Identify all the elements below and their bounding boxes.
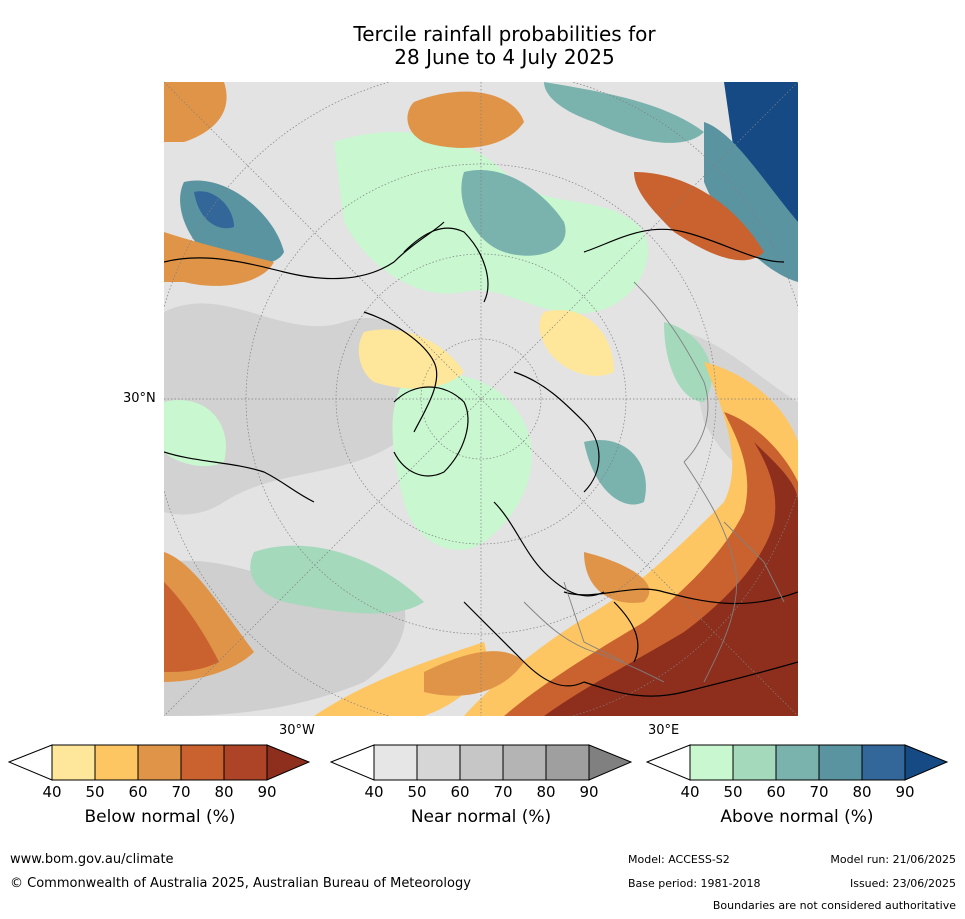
- colorbar-above-tick: 40: [680, 783, 700, 801]
- footer-base-period: Base period: 1981-2018: [628, 877, 761, 890]
- chart-title-line2: 28 June to 4 July 2025: [394, 45, 615, 69]
- colorbar-near-tick: 50: [407, 783, 427, 801]
- colorbar-near-seg-5: [545, 744, 590, 781]
- colorbar-below-seg-2: [94, 744, 139, 781]
- colorbar-near-seg-3: [459, 744, 504, 781]
- latitude-label-30n: 30°N: [123, 391, 156, 406]
- colorbar-near-tick: 70: [493, 783, 513, 801]
- colorbar-below-seg-0: [8, 744, 53, 781]
- colorbar-near-tick: 80: [536, 783, 556, 801]
- colorbar-above-seg-6: [904, 744, 948, 781]
- rainfall-probability-map: [164, 82, 798, 716]
- colorbar-above-label: Above normal (%): [720, 807, 874, 827]
- footer-website-link[interactable]: www.bom.gov.au/climate: [10, 852, 174, 867]
- footer-copyright: © Commonwealth of Australia 2025, Austra…: [10, 876, 471, 891]
- colorbar-below-tick: 70: [171, 783, 191, 801]
- colorbar-below-tick: 40: [42, 783, 62, 801]
- colorbar-above-tick: 70: [809, 783, 829, 801]
- colorbar-above-tick: 50: [723, 783, 743, 801]
- colorbar-below-label: Below normal (%): [84, 807, 236, 827]
- footer-issued: Issued: 23/06/2025: [849, 877, 956, 890]
- colorbar-below-normal: [8, 744, 310, 781]
- colorbar-above-seg-2: [732, 744, 777, 781]
- colorbar-below-tick: 80: [214, 783, 234, 801]
- colorbar-near-normal: [330, 744, 632, 781]
- colorbar-above-seg-5: [861, 744, 906, 781]
- colorbar-below-seg-1: [51, 744, 96, 781]
- country-borders: [523, 281, 785, 683]
- colorbar-above-seg-0: [646, 744, 691, 781]
- longitude-label-30e: 30°E: [648, 723, 680, 738]
- colorbar-near-seg-6: [588, 744, 632, 781]
- footer-disclaimer: Boundaries are not considered authoritat…: [712, 899, 956, 912]
- colorbar-below-tick: 90: [257, 783, 277, 801]
- colorbar-above-tick: 90: [895, 783, 915, 801]
- colorbar-above-seg-4: [818, 744, 863, 781]
- footer-model-run: Model run: 21/06/2025: [830, 853, 956, 866]
- colorbar-above-tick: 60: [766, 783, 786, 801]
- footer-model: Model: ACCESS-S2: [628, 853, 730, 866]
- coastlines: [164, 221, 798, 697]
- colorbar-above-seg-1: [689, 744, 734, 781]
- below-normal-regions: [164, 82, 798, 716]
- longitude-label-30w: 30°W: [279, 723, 315, 738]
- graticule: [164, 82, 798, 716]
- colorbar-below-tick: 50: [85, 783, 105, 801]
- colorbar-above-seg-3: [775, 744, 820, 781]
- colorbar-near-seg-1: [373, 744, 418, 781]
- colorbar-near-seg-0: [330, 744, 375, 781]
- colorbar-below-seg-4: [180, 744, 225, 781]
- colorbar-below-tick: 60: [128, 783, 148, 801]
- colorbar-near-seg-4: [502, 744, 547, 781]
- colorbar-above-tick: 80: [852, 783, 872, 801]
- colorbar-near-tick: 60: [450, 783, 470, 801]
- chart-title-line1: Tercile rainfall probabilities for: [353, 22, 656, 46]
- colorbar-near-tick: 90: [579, 783, 599, 801]
- colorbar-near-tick: 40: [364, 783, 384, 801]
- colorbar-below-seg-6: [266, 744, 310, 781]
- colorbar-near-seg-2: [416, 744, 461, 781]
- colorbar-above-normal: [646, 744, 948, 781]
- above-normal-regions: [164, 82, 798, 614]
- colorbar-below-seg-5: [223, 744, 268, 781]
- colorbar-below-seg-3: [137, 744, 182, 781]
- colorbar-near-label: Near normal (%): [410, 807, 552, 827]
